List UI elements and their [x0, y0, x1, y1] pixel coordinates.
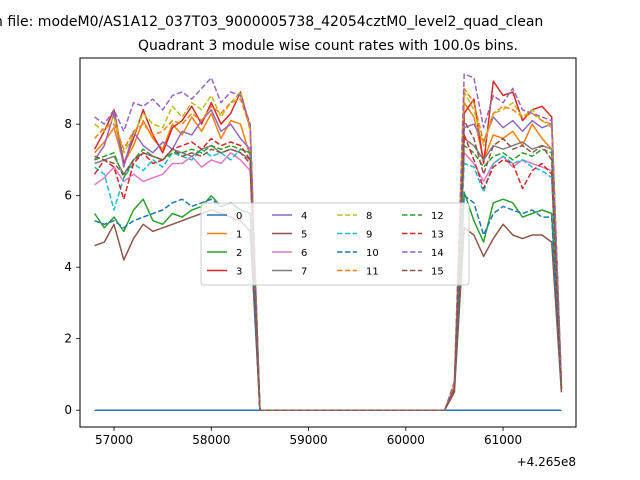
legend-label-4: 4	[301, 211, 307, 222]
series-line-10	[94, 194, 563, 411]
legend-label-10: 10	[366, 248, 379, 259]
legend-label-2: 2	[236, 248, 242, 259]
plot-area	[79, 57, 577, 428]
legend-label-9: 9	[366, 230, 372, 241]
legend-label-7: 7	[301, 267, 307, 278]
y-tick-label: 2	[64, 332, 72, 346]
legend-label-3: 3	[236, 267, 242, 278]
series-line-14	[94, 73, 563, 411]
legend-label-1: 1	[236, 230, 242, 241]
legend-label-6: 6	[301, 248, 307, 259]
legend-label-12: 12	[431, 211, 444, 222]
legend-label-8: 8	[366, 211, 372, 222]
y-axis: 0 2 4 6 8	[64, 117, 80, 417]
x-offset-label: +4.265e8	[517, 455, 576, 469]
x-tick-label: 60000	[387, 433, 425, 447]
legend-box	[200, 202, 470, 286]
plot-frame	[79, 57, 577, 428]
legend-label-13: 13	[431, 230, 444, 241]
chart-title: Quadrant 3 module wise count rates with …	[138, 38, 518, 54]
y-tick-label: 4	[64, 260, 72, 274]
legend-label-0: 0	[236, 211, 242, 222]
legend-label-5: 5	[301, 230, 307, 241]
figure-suptitle: n file: modeM0/AS1A12_037T03_9000005738_…	[0, 14, 543, 30]
x-tick-label: 61000	[484, 433, 522, 447]
y-tick-label: 0	[64, 403, 72, 417]
y-tick-label: 8	[64, 117, 72, 131]
legend-label-14: 14	[431, 248, 444, 259]
legend-label-15: 15	[431, 267, 444, 278]
series-layer	[93, 73, 563, 411]
x-tick-label: 58000	[192, 433, 230, 447]
y-tick-label: 6	[64, 189, 72, 203]
legend-label-11: 11	[366, 267, 379, 278]
x-axis: 57000 58000 59000 60000 61000	[95, 427, 522, 447]
series-line-15	[94, 119, 563, 411]
x-tick-label: 59000	[289, 433, 327, 447]
x-tick-label: 57000	[95, 433, 133, 447]
series-line-8	[94, 91, 563, 411]
